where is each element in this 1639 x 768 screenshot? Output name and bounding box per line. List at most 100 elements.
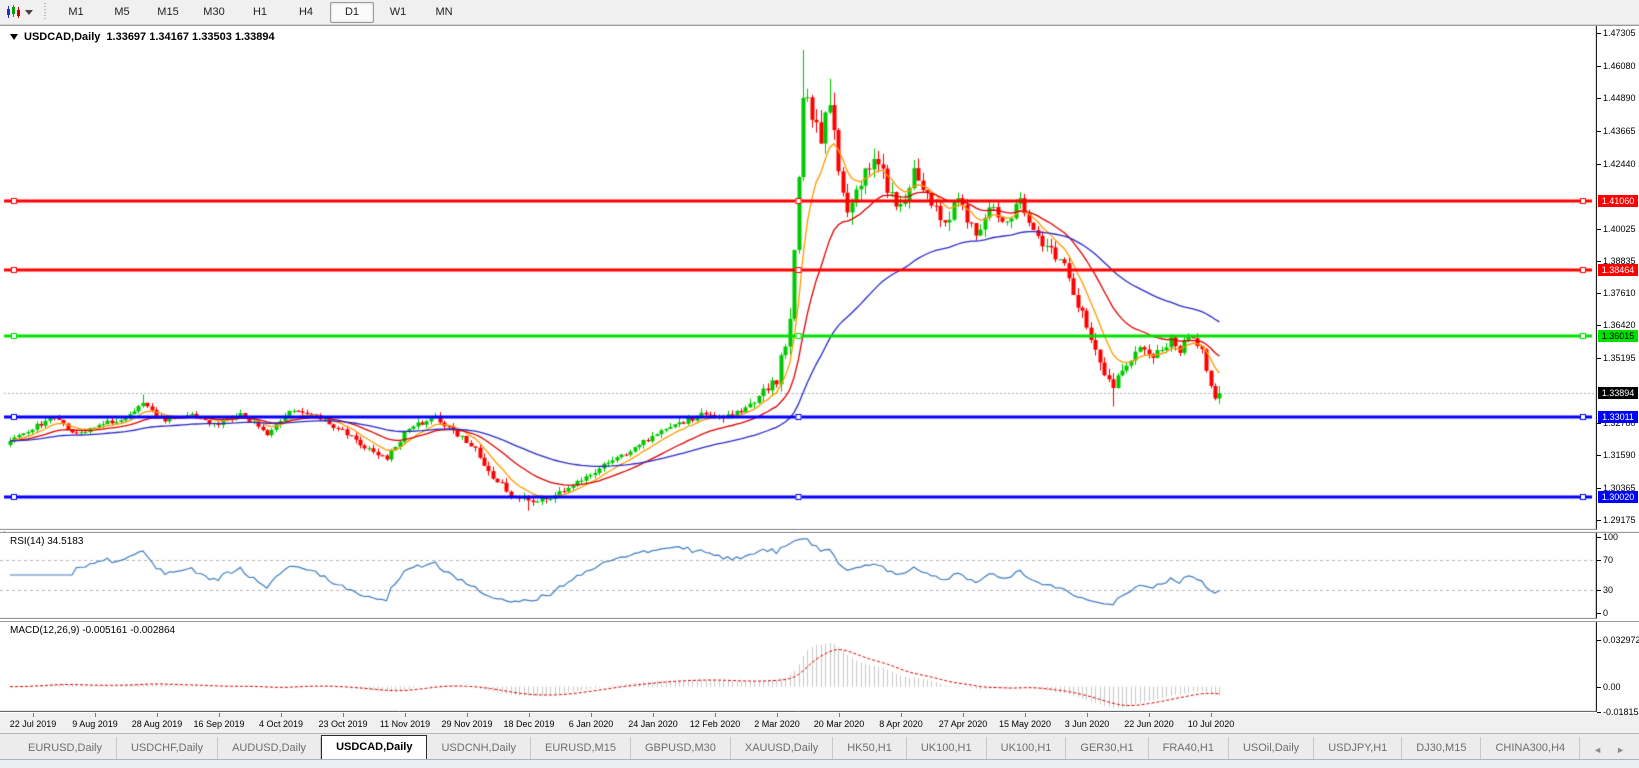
chart-indicators-icon[interactable] [4, 2, 34, 22]
price-tick-label: 1.36420 [1597, 320, 1636, 331]
tab-usoil-daily[interactable]: USOil,Daily [1229, 737, 1315, 759]
date-axis[interactable]: 22 Jul 2019 9 Aug 2019 28 Aug 2019 16 Sep 2… [0, 713, 1639, 733]
date-tick-mark [529, 713, 530, 717]
macd-tick-label: 0.032972 [1597, 634, 1639, 645]
price-axis[interactable]: 1.47305 1.46080 1.44890 1.43665 1.42440 1.400… [1597, 26, 1639, 530]
date-tick-mark [777, 713, 778, 717]
tab-scroll-left-icon[interactable]: ◄ [1593, 745, 1603, 755]
date-tick-mark [467, 713, 468, 717]
date-label: 9 Aug 2019 [72, 719, 118, 729]
price-tick-label: 1.43665 [1597, 125, 1636, 136]
price-tick-label: 1.40025 [1597, 223, 1636, 234]
date-label: 10 Jul 2020 [1187, 719, 1235, 729]
chevron-down-icon [24, 9, 33, 15]
date-tick-mark [591, 713, 592, 717]
date-label: 23 Oct 2019 [318, 719, 368, 729]
timeframe-button-m30[interactable]: M30 [203, 5, 225, 18]
timeframe-button-h4[interactable]: H4 [298, 5, 314, 18]
tab-gbpusd-m30[interactable]: GBPUSD,M30 [631, 737, 731, 759]
date-tick-mark [653, 713, 654, 717]
tab-usdcad-daily[interactable]: USDCAD,Daily [321, 735, 428, 759]
timeframe-button-h1[interactable]: H1 [252, 5, 268, 18]
level-price-badge: 1.30020 [1598, 491, 1638, 504]
candlestick-glyph [6, 5, 20, 18]
tab-uk100-h1[interactable]: UK100,H1 [987, 737, 1067, 759]
date-label: 28 Aug 2019 [131, 719, 183, 729]
main-chart-canvas[interactable] [0, 26, 1597, 530]
price-tick-label: 1.32780 [1597, 418, 1636, 429]
date-tick-mark [95, 713, 96, 717]
rsi-tick-label: 30 [1596, 585, 1614, 596]
timeframe-button-m1[interactable]: M1 [68, 5, 84, 18]
tab-uk100-h1[interactable]: UK100,H1 [907, 737, 987, 759]
timeframe-toolbar: M1 M5 M15 M30 H1 H4 D1 W1 MN [0, 0, 1639, 25]
price-tick-label: 1.47305 [1597, 28, 1636, 38]
date-tick-mark [1025, 713, 1026, 717]
date-label: 12 Feb 2020 [689, 719, 741, 729]
macd-axis[interactable]: 0.032972 0.00 -0.01815 [1597, 622, 1639, 717]
price-tick-label: 1.29175 [1597, 514, 1636, 525]
timeframe-button-d1[interactable]: D1 [330, 1, 374, 23]
date-label: 27 Apr 2020 [938, 719, 988, 729]
level-price-badge: 1.36015 [1598, 330, 1638, 343]
tab-usdchf-daily[interactable]: USDCHF,Daily [117, 737, 219, 759]
date-label: 4 Oct 2019 [258, 719, 304, 729]
date-tick-mark [1211, 713, 1212, 717]
price-tick-label: 1.42440 [1597, 158, 1636, 169]
tab-china300-h4[interactable]: CHINA300,H4 [1481, 737, 1581, 759]
price-tick-label: 1.30365 [1597, 483, 1636, 494]
current-price-badge: 1.33894 [1598, 387, 1638, 400]
tab-usdjpy-h1[interactable]: USDJPY,H1 [1314, 737, 1403, 759]
timeframe-button-mn[interactable]: MN [435, 5, 453, 18]
date-tick-mark [901, 713, 902, 717]
chart-tabs-bar: EURUSD,Daily USDCHF,Daily AUDUSD,Daily USDC… [0, 733, 1639, 759]
date-label: 29 Nov 2019 [441, 719, 493, 729]
collapse-indicator-icon[interactable] [10, 34, 18, 40]
date-label: 11 Nov 2019 [379, 719, 431, 729]
tab-hk50-h1[interactable]: HK50,H1 [833, 737, 907, 759]
macd-canvas[interactable] [0, 622, 1597, 712]
price-tick-label: 1.35195 [1597, 353, 1636, 364]
tab-dj30-m15[interactable]: DJ30,M15 [1402, 737, 1482, 759]
tab-fra40-h1[interactable]: FRA40,H1 [1149, 737, 1229, 759]
price-tick-label: 1.31590 [1597, 450, 1636, 461]
timeframe-button-w1[interactable]: W1 [389, 5, 407, 18]
price-tick-label: 1.46080 [1597, 60, 1636, 71]
rsi-tick-label: 70 [1596, 554, 1614, 565]
timeframe-button-m5[interactable]: M5 [114, 5, 130, 18]
date-tick-mark [1149, 713, 1150, 717]
date-tick-mark [281, 713, 282, 717]
date-label: 3 Jun 2020 [1064, 719, 1110, 729]
tab-audusd-daily[interactable]: AUDUSD,Daily [218, 737, 322, 759]
rsi-canvas[interactable] [0, 533, 1597, 619]
level-price-badge: 1.33011 [1598, 410, 1638, 423]
tab-ger30-h1[interactable]: GER30,H1 [1066, 737, 1149, 759]
date-label: 8 Apr 2020 [879, 719, 923, 729]
date-tick-mark [343, 713, 344, 717]
date-label: 2 Mar 2020 [754, 719, 800, 729]
toolbar-grip-handle[interactable] [42, 3, 47, 21]
macd-tick-label: 0.00 [1597, 681, 1621, 692]
tab-scroll-right-icon[interactable]: ► [1616, 745, 1625, 755]
rsi-axis[interactable]: 100 70 30 0 [1596, 532, 1639, 619]
level-price-badge: 1.38464 [1598, 264, 1638, 277]
status-bar [0, 759, 1639, 768]
chart-tabs: EURUSD,Daily USDCHF,Daily AUDUSD,Daily USDC… [14, 735, 1581, 759]
tab-usdcnh-daily[interactable]: USDCNH,Daily [427, 737, 532, 759]
tab-eurusd-daily[interactable]: EURUSD,Daily [14, 737, 117, 759]
macd-label: MACD(12,26,9) -0.005161 -0.002864 [10, 625, 176, 636]
date-label: 20 Mar 2020 [813, 719, 865, 729]
date-tick-mark [219, 713, 220, 717]
date-tick-mark [405, 713, 406, 717]
timeframe-button-m15[interactable]: M15 [157, 5, 179, 18]
chart-symbol-label: USDCAD,Daily [24, 31, 101, 43]
date-tick-mark [157, 713, 158, 717]
tab-scroll-controls: ◄ ► [1593, 745, 1639, 759]
tab-eurusd-m15[interactable]: EURUSD,M15 [531, 737, 631, 759]
chart-title: USDCAD,Daily 1.33697 1.34167 1.33503 1.3… [10, 31, 275, 43]
date-tick-mark [963, 713, 964, 717]
date-tick-mark [839, 713, 840, 717]
date-label: 18 Dec 2019 [503, 719, 555, 729]
tab-xauusd-daily[interactable]: XAUUSD,Daily [731, 737, 834, 759]
